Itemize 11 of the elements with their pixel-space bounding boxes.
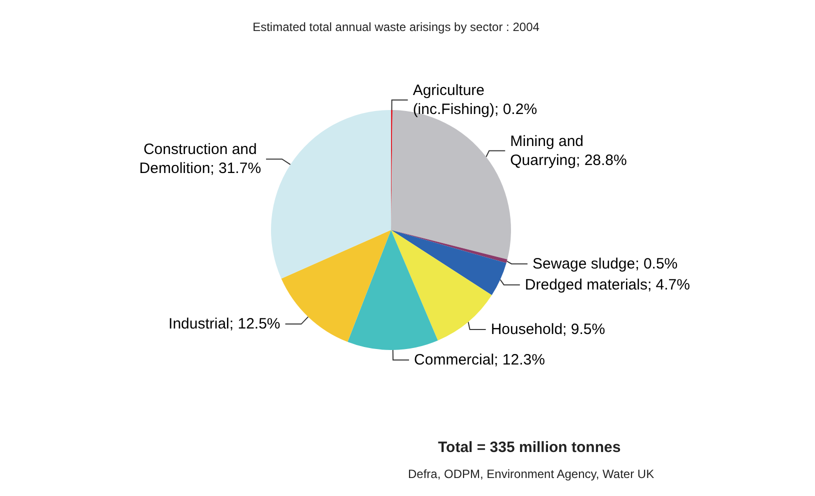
slice-label: Construction and Demolition; 31.7%: [139, 141, 262, 178]
slice-label: Mining and Quarrying; 28.8%: [510, 132, 627, 169]
slice-label: Dredged materials; 4.7%: [524, 276, 690, 294]
slice-label: Commercial; 12.3%: [414, 351, 545, 368]
slice-label: Industrial; 12.5%: [168, 316, 280, 333]
slice-label: Household; 9.5%: [490, 321, 606, 338]
text: Defra, ODPM, Environment Agency, Water UK: [408, 467, 654, 481]
slice-label: Agriculture (inc.Fishing); 0.2%: [412, 82, 538, 118]
chart-title: Estimated total annual waste arisings by sector : 2004: [252, 20, 540, 34]
text: Total = 335 million tonnes: [438, 439, 621, 456]
slice-label: Sewage sludge; 0.5%: [532, 255, 678, 272]
